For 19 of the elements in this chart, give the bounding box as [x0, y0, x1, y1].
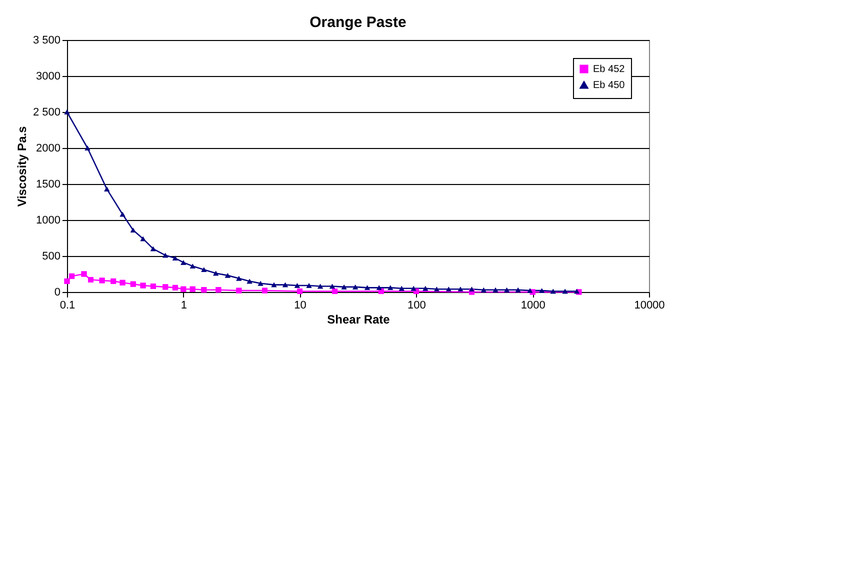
y-tick-label: 3000 — [36, 70, 60, 82]
y-tick-label: 0 — [54, 286, 60, 298]
y-tick-label: 500 — [42, 250, 60, 262]
y-tick-label: 2000 — [36, 142, 60, 154]
x-tick-label: 10 — [294, 300, 306, 312]
x-tick-label: 10000 — [634, 300, 665, 312]
x-tick-label: 100 — [408, 300, 426, 312]
y-tick-label: 1500 — [36, 178, 60, 190]
y-tick-label: 3 500 — [32, 34, 60, 46]
x-tick-label: 1000 — [520, 300, 546, 312]
x-axis-title: Shear Rate — [327, 312, 390, 326]
x-tick-label: 1 — [180, 300, 187, 312]
y-axis-title: Viscosity Pa.s — [14, 126, 29, 207]
chart-title: Orange Paste — [310, 14, 406, 31]
legend-label: Eb 450 — [593, 80, 626, 91]
y-tick-label: 1000 — [36, 214, 60, 226]
legend-label: Eb 452 — [593, 64, 626, 75]
x-tick-label: 0.1 — [60, 300, 76, 312]
y-tick-label: 2 500 — [32, 106, 60, 118]
